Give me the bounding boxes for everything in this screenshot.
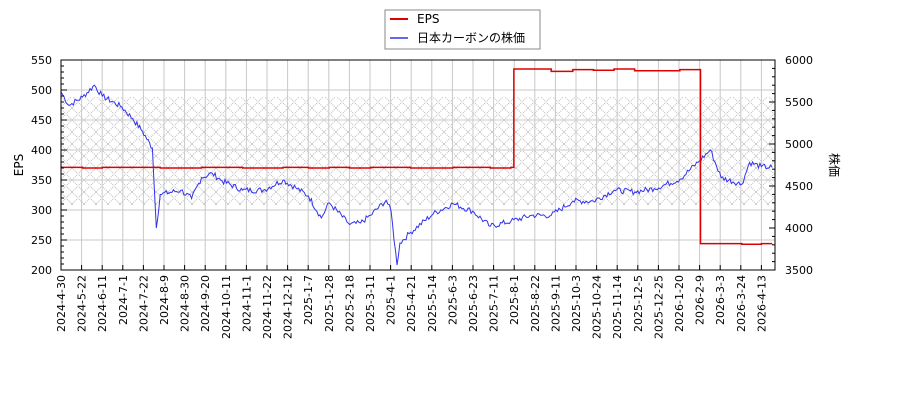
x-tick-label: 2026-2-9 <box>694 275 707 325</box>
x-tick-label: 2024-7-1 <box>117 275 130 325</box>
right-tick-label: 4500 <box>785 180 813 193</box>
x-tick-label: 2025-1-7 <box>302 275 315 325</box>
x-tick-label: 2025-2-18 <box>343 275 356 332</box>
x-tick-label: 2024-9-20 <box>199 275 212 332</box>
right-y-axis: 3500 4000 4500 5000 5500 6000 <box>769 54 813 277</box>
x-tick-label: 2026-1-20 <box>673 275 686 332</box>
x-tick-label: 2024-12-12 <box>282 275 295 339</box>
x-axis: 2024-4-30 2024-5-22 2024-6-11 2024-7-1 2024-… <box>55 265 768 339</box>
left-tick-label: 250 <box>31 234 52 247</box>
stock-price-line <box>60 84 773 266</box>
left-tick-label: 200 <box>31 264 52 277</box>
left-tick-label: 400 <box>31 144 52 157</box>
x-tick-label: 2025-9-11 <box>549 275 562 332</box>
right-tick-label: 3500 <box>785 264 813 277</box>
x-tick-label: 2024-11-1 <box>240 275 253 332</box>
x-tick-label: 2024-10-11 <box>220 275 233 339</box>
x-tick-label: 2025-12-5 <box>632 275 645 332</box>
left-axis-title: EPS <box>12 154 26 176</box>
x-tick-label: 2025-4-1 <box>385 275 398 325</box>
legend-price-label: 日本カーボンの株価 <box>417 30 525 45</box>
left-y-axis: 200 250 300 350 400 450 500 550 <box>31 54 67 277</box>
x-tick-label: 2024-5-22 <box>76 275 89 332</box>
x-tick-label: 2025-4-21 <box>405 275 418 332</box>
x-tick-label: 2024-7-22 <box>137 275 150 332</box>
left-tick-label: 500 <box>31 84 52 97</box>
right-axis-title: 株価 <box>827 153 842 177</box>
x-tick-label: 2026-3-24 <box>735 275 748 332</box>
x-tick-label: 2025-12-25 <box>652 275 665 339</box>
left-tick-label: 350 <box>31 174 52 187</box>
x-tick-label: 2025-6-23 <box>467 275 480 332</box>
x-tick-label: 2025-10-24 <box>591 275 604 339</box>
left-tick-label: 450 <box>31 114 52 127</box>
x-tick-label: 2026-4-13 <box>755 275 768 332</box>
x-tick-label: 2024-6-11 <box>96 275 109 332</box>
x-tick-label: 2024-11-22 <box>261 275 274 339</box>
x-tick-label: 2024-4-30 <box>55 275 68 332</box>
right-tick-label: 4000 <box>785 222 813 235</box>
left-tick-label: 300 <box>31 204 52 217</box>
hatched-range-band <box>61 97 775 205</box>
x-tick-label: 2025-11-14 <box>611 275 624 339</box>
legend-box <box>384 9 541 50</box>
x-tick-label: 2025-5-14 <box>426 275 439 332</box>
x-tick-label: 2024-8-30 <box>179 275 192 332</box>
x-tick-label: 2025-10-3 <box>570 275 583 332</box>
eps-line <box>61 68 773 245</box>
x-tick-label: 2025-6-3 <box>446 275 459 325</box>
right-tick-label: 6000 <box>785 54 813 67</box>
x-tick-label: 2025-1-28 <box>323 275 336 332</box>
x-tick-label: 2025-8-22 <box>529 275 542 332</box>
x-tick-label: 2024-8-9 <box>158 275 171 325</box>
right-tick-label: 5000 <box>785 138 813 151</box>
x-tick-label: 2025-3-11 <box>364 275 377 332</box>
x-tick-label: 2025-7-11 <box>488 275 501 332</box>
legend-eps-label: EPS <box>417 12 439 26</box>
x-tick-label: 2025-8-1 <box>508 275 521 325</box>
plot-frame <box>60 59 776 271</box>
left-tick-label: 550 <box>31 54 52 67</box>
legend: EPS 日本カーボンの株価 <box>384 9 541 50</box>
right-tick-label: 5500 <box>785 96 813 109</box>
x-tick-label: 2026-3-3 <box>714 275 727 325</box>
